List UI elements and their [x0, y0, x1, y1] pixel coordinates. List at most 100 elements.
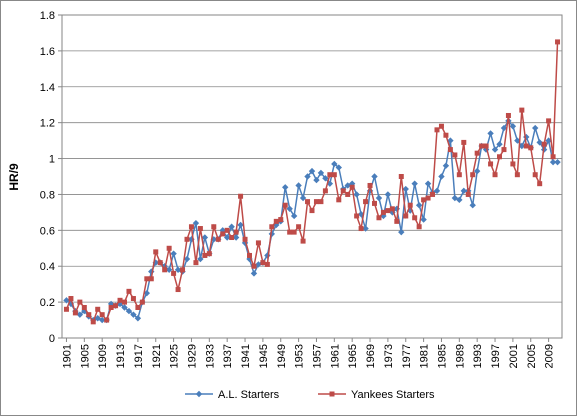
- data-point: [403, 213, 409, 219]
- data-point: [412, 215, 418, 221]
- x-tick-label: 1913: [115, 344, 127, 368]
- data-point: [242, 236, 248, 242]
- data-point: [331, 160, 338, 168]
- data-point: [229, 235, 235, 241]
- data-point: [340, 188, 346, 194]
- data-point: [345, 191, 351, 197]
- data-point: [282, 202, 288, 208]
- x-tick-label: 1969: [365, 344, 377, 368]
- data-point: [496, 141, 503, 148]
- x-tick-label: 1921: [151, 344, 163, 368]
- data-point: [108, 304, 114, 310]
- data-point: [188, 224, 194, 230]
- x-tick-label: 1965: [347, 344, 359, 368]
- data-point: [532, 124, 539, 132]
- data-point: [206, 251, 212, 257]
- data-point: [470, 172, 476, 178]
- y-tick-label: 1.2: [40, 118, 55, 130]
- data-point: [416, 224, 422, 230]
- legend-marker: [329, 391, 335, 397]
- data-point: [130, 311, 137, 318]
- data-point: [238, 193, 244, 199]
- data-point: [492, 172, 498, 178]
- data-point: [322, 188, 328, 194]
- data-point: [148, 276, 154, 282]
- data-point: [232, 234, 240, 241]
- x-tick-label: 1937: [222, 344, 234, 368]
- data-point: [367, 182, 373, 188]
- data-point: [546, 118, 552, 124]
- data-point: [523, 133, 530, 141]
- data-point: [171, 270, 177, 276]
- x-tick-label: 1925: [169, 344, 181, 368]
- x-tick-label: 1929: [186, 344, 198, 368]
- x-tick-label: 1989: [454, 344, 466, 368]
- data-point: [456, 172, 462, 178]
- data-point: [175, 287, 181, 293]
- data-point: [113, 303, 119, 309]
- data-point: [430, 191, 436, 197]
- data-point: [135, 304, 141, 310]
- data-point: [421, 197, 427, 203]
- data-point: [183, 255, 191, 263]
- data-point: [380, 209, 386, 215]
- data-point: [384, 191, 392, 198]
- x-tick-label: 1949: [276, 344, 288, 368]
- data-point: [305, 199, 311, 205]
- legend-marker: [195, 390, 203, 398]
- data-point: [336, 197, 342, 203]
- data-point: [269, 224, 275, 230]
- data-point: [77, 299, 83, 305]
- data-point: [456, 196, 463, 204]
- data-point: [152, 259, 159, 266]
- data-point: [63, 297, 70, 304]
- data-point: [202, 252, 208, 258]
- data-point: [327, 172, 333, 178]
- x-tick-label: 1941: [240, 344, 252, 368]
- data-point: [98, 316, 106, 324]
- data-point: [309, 208, 315, 214]
- data-point: [286, 205, 293, 212]
- data-point: [162, 267, 168, 273]
- data-point: [349, 184, 355, 190]
- data-point: [125, 307, 133, 315]
- data-point: [193, 260, 199, 266]
- x-tick-label: 1993: [472, 344, 484, 368]
- data-point: [354, 213, 360, 219]
- data-point: [233, 229, 239, 235]
- data-point: [95, 306, 101, 312]
- data-point: [255, 240, 261, 246]
- data-point: [514, 137, 521, 144]
- data-point: [555, 39, 561, 45]
- data-point: [545, 137, 552, 144]
- data-point: [211, 224, 217, 230]
- data-point: [434, 127, 440, 133]
- data-point: [299, 194, 307, 202]
- data-point: [550, 154, 556, 160]
- data-point: [424, 180, 432, 187]
- y-tick-label: 0.2: [40, 297, 55, 309]
- data-point: [518, 142, 526, 150]
- data-point: [443, 132, 449, 138]
- data-point: [278, 217, 284, 223]
- data-point: [68, 296, 74, 302]
- data-point: [537, 181, 543, 187]
- data-point: [251, 263, 257, 269]
- data-point: [99, 312, 105, 318]
- data-point: [260, 260, 266, 266]
- x-tick-label: 1957: [311, 344, 323, 368]
- data-point: [420, 216, 427, 223]
- legend-label: Yankees Starters: [351, 389, 435, 401]
- data-point: [197, 226, 203, 232]
- data-point: [291, 229, 297, 235]
- data-point: [442, 162, 450, 169]
- x-tick-label: 2005: [526, 344, 538, 368]
- data-point: [402, 185, 409, 193]
- x-tick-label: 1981: [419, 344, 431, 368]
- data-point: [335, 164, 342, 171]
- data-point: [322, 175, 329, 182]
- data-point: [536, 139, 543, 146]
- data-point: [184, 236, 190, 242]
- data-point: [514, 172, 520, 178]
